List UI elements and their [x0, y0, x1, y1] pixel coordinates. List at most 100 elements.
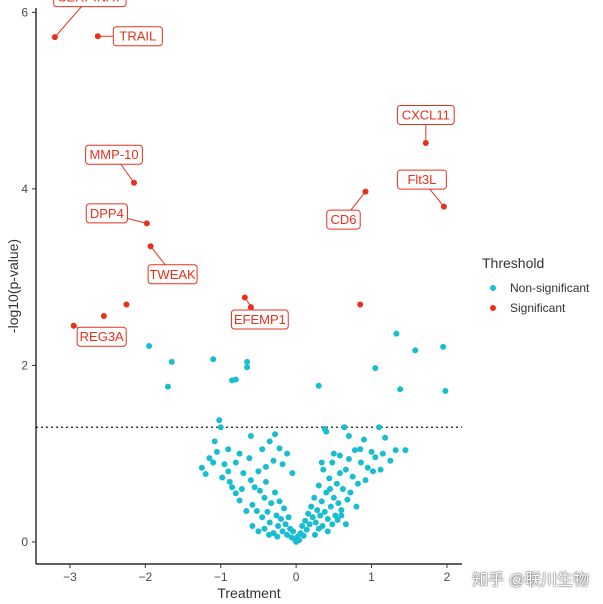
point-non-significant	[273, 512, 280, 519]
point-non-significant	[243, 508, 250, 515]
x-tick-label: 1	[368, 570, 375, 584]
point-non-significant	[338, 507, 345, 514]
point-significant	[100, 313, 107, 320]
legend-label: Non-significant	[510, 281, 590, 295]
label-box	[85, 144, 143, 165]
point-non-significant	[285, 514, 292, 521]
point-non-significant	[412, 347, 419, 354]
point-non-significant	[256, 487, 263, 494]
point-non-significant	[226, 478, 233, 485]
point-non-significant	[377, 466, 384, 473]
point-non-significant	[393, 330, 400, 337]
point-non-significant	[236, 450, 243, 457]
point-non-significant	[382, 434, 389, 441]
point-non-significant	[326, 475, 333, 482]
point-non-significant	[244, 364, 251, 371]
point-non-significant	[402, 447, 409, 454]
point-non-significant	[279, 528, 286, 535]
label-box	[326, 209, 361, 230]
x-tick-label: −1	[214, 570, 228, 584]
point-non-significant	[312, 519, 319, 526]
watermark: 知乎 @联川生物	[472, 572, 589, 589]
gene-label: DPP4	[90, 206, 124, 221]
point-non-significant	[278, 515, 285, 522]
point-significant	[123, 301, 130, 308]
gene-label: MMP-10	[89, 147, 138, 162]
point-non-significant	[321, 508, 328, 515]
point-non-significant	[232, 459, 239, 466]
point-non-significant	[336, 470, 343, 477]
point-non-significant	[253, 508, 260, 515]
point-non-significant	[232, 490, 239, 497]
point-non-significant	[259, 446, 266, 453]
point-non-significant	[225, 446, 232, 453]
point-non-significant	[225, 468, 232, 475]
point-non-significant	[211, 438, 218, 445]
point-non-significant	[379, 450, 386, 457]
point-non-significant	[247, 433, 254, 440]
label-box	[112, 26, 163, 47]
point-non-significant	[323, 489, 330, 496]
point-non-significant	[392, 447, 399, 454]
point-non-significant	[206, 455, 213, 462]
point-non-significant	[272, 431, 279, 438]
point-non-significant	[339, 485, 346, 492]
point-non-significant	[251, 484, 258, 491]
gene-label: SERPINA7	[58, 0, 122, 5]
point-non-significant	[329, 459, 336, 466]
point-non-significant	[397, 386, 404, 393]
point-non-significant	[315, 382, 322, 389]
point-non-significant	[264, 508, 271, 515]
point-non-significant	[376, 424, 383, 431]
point-non-significant	[300, 532, 307, 539]
gene-label: Flt3L	[407, 172, 436, 187]
point-non-significant	[334, 516, 341, 523]
point-non-significant	[357, 446, 364, 453]
point-non-significant	[345, 433, 352, 440]
point-non-significant	[281, 505, 288, 512]
point-non-significant	[289, 470, 296, 477]
point-non-significant	[261, 525, 268, 532]
point-non-significant	[229, 484, 236, 491]
y-tick-label: 2	[21, 358, 28, 372]
point-non-significant	[274, 533, 281, 540]
point-non-significant	[327, 503, 334, 510]
label-box	[85, 203, 128, 224]
y-tick-label: 0	[21, 535, 28, 549]
point-non-significant	[335, 500, 342, 507]
legend-swatch	[490, 285, 496, 291]
point-non-significant	[303, 526, 310, 533]
point-non-significant	[146, 343, 153, 350]
point-non-significant	[372, 365, 379, 372]
point-non-significant	[164, 383, 171, 390]
point-non-significant	[338, 512, 345, 519]
legend: Threshold Non-significant Significant	[482, 255, 590, 315]
point-non-significant	[330, 494, 337, 501]
label-box	[53, 0, 127, 8]
point-non-significant	[318, 459, 325, 466]
point-non-significant	[341, 424, 348, 431]
point-non-significant	[270, 530, 277, 537]
point-non-significant	[249, 501, 256, 508]
point-non-significant	[360, 436, 367, 443]
label-box	[396, 169, 447, 190]
point-non-significant	[255, 468, 262, 475]
point-non-significant	[299, 523, 306, 530]
point-non-significant	[333, 480, 340, 487]
point-non-significant	[236, 497, 243, 504]
point-non-significant	[440, 343, 447, 350]
point-non-significant	[296, 537, 303, 544]
point-non-significant	[202, 470, 209, 477]
point-non-significant	[221, 461, 228, 468]
point-non-significant	[284, 531, 291, 538]
legend-title: Threshold	[482, 255, 544, 271]
point-non-significant	[357, 459, 364, 466]
point-non-significant	[302, 517, 309, 524]
point-non-significant	[265, 531, 272, 538]
point-non-significant	[279, 461, 286, 468]
point-non-significant	[290, 528, 297, 535]
point-non-significant	[305, 510, 312, 517]
point-non-significant	[351, 447, 358, 454]
gene-label: CXCL11	[402, 108, 450, 123]
